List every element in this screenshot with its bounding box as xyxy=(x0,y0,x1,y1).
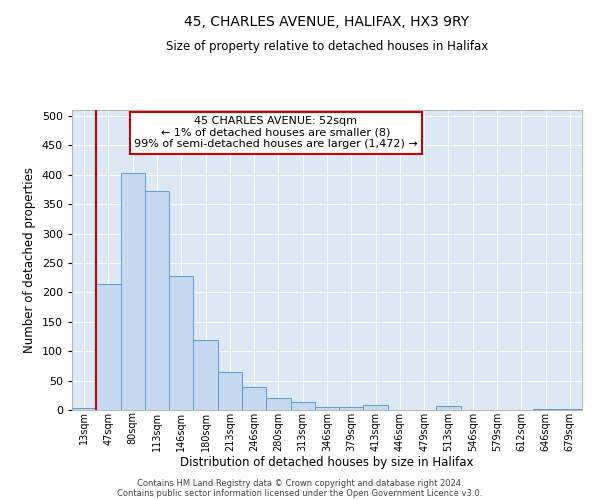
Text: Size of property relative to detached houses in Halifax: Size of property relative to detached ho… xyxy=(166,40,488,53)
Bar xyxy=(315,407,339,410)
Text: Contains HM Land Registry data © Crown copyright and database right 2024.: Contains HM Land Registry data © Crown c… xyxy=(137,478,463,488)
Bar xyxy=(558,409,582,410)
Bar xyxy=(290,402,315,410)
Text: 45, CHARLES AVENUE, HALIFAX, HX3 9RY: 45, CHARLES AVENUE, HALIFAX, HX3 9RY xyxy=(184,15,470,29)
Bar xyxy=(145,191,169,410)
Bar xyxy=(266,398,290,410)
Bar xyxy=(364,406,388,410)
Text: Contains public sector information licensed under the Open Government Licence v3: Contains public sector information licen… xyxy=(118,488,482,498)
Bar xyxy=(218,372,242,410)
Bar xyxy=(533,409,558,410)
Bar xyxy=(242,387,266,410)
Bar xyxy=(169,276,193,410)
Bar xyxy=(96,284,121,410)
Text: 45 CHARLES AVENUE: 52sqm
← 1% of detached houses are smaller (8)
99% of semi-det: 45 CHARLES AVENUE: 52sqm ← 1% of detache… xyxy=(134,116,418,149)
Bar xyxy=(339,407,364,410)
Y-axis label: Number of detached properties: Number of detached properties xyxy=(23,167,36,353)
Bar xyxy=(72,408,96,410)
X-axis label: Distribution of detached houses by size in Halifax: Distribution of detached houses by size … xyxy=(180,456,474,469)
Bar xyxy=(436,406,461,410)
Bar xyxy=(193,340,218,410)
Bar xyxy=(121,173,145,410)
